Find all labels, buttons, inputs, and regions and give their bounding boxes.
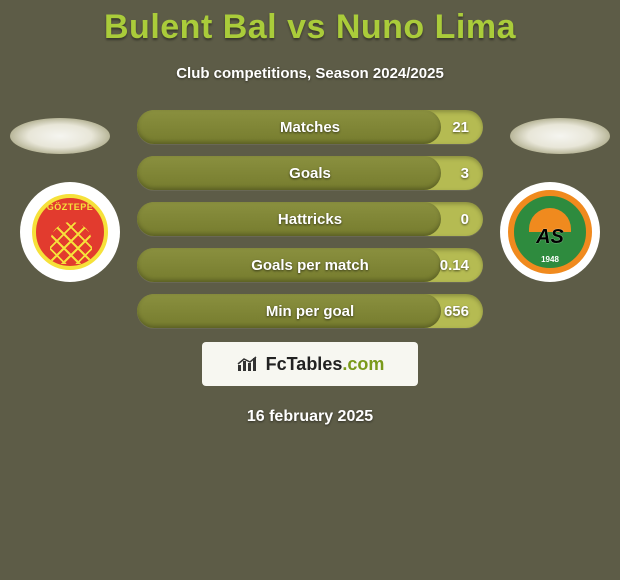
branding-box: FcTables.com	[202, 342, 418, 386]
stat-value: 656	[444, 294, 469, 328]
stat-value: 0	[461, 202, 469, 236]
left-club-badge: GÖZTEPE	[20, 182, 120, 282]
footer-date: 16 february 2025	[0, 408, 620, 426]
branding-text: FcTables.com	[266, 354, 385, 375]
subtitle: Club competitions, Season 2024/2025	[0, 65, 620, 82]
stat-row: Goals3	[137, 156, 483, 190]
comparison-panel: GÖZTEPE AS 1948 Matches21 Goals3 Hattricks…	[0, 110, 620, 426]
right-flag-ellipse	[510, 118, 610, 154]
page-title: Bulent Bal vs Nuno Lima	[0, 0, 620, 47]
branding-name: FcTables	[266, 354, 343, 374]
stat-label: Goals per match	[137, 248, 483, 282]
stat-label: Matches	[137, 110, 483, 144]
stat-row: Goals per match0.14	[137, 248, 483, 282]
branding-tld: .com	[342, 354, 384, 374]
stat-label: Goals	[137, 156, 483, 190]
goztepe-net-icon	[50, 222, 92, 264]
right-club-badge: AS 1948	[500, 182, 600, 282]
goztepe-label: GÖZTEPE	[36, 202, 104, 212]
left-flag-ellipse	[10, 118, 110, 154]
stat-value: 3	[461, 156, 469, 190]
stat-label: Min per goal	[137, 294, 483, 328]
stat-row: Matches21	[137, 110, 483, 144]
alanyaspor-crest: AS 1948	[508, 190, 592, 274]
stat-row: Hattricks0	[137, 202, 483, 236]
stats-list: Matches21 Goals3 Hattricks0 Goals per match…	[137, 110, 483, 328]
stat-label: Hattricks	[137, 202, 483, 236]
goztepe-crest: GÖZTEPE	[32, 194, 108, 270]
alanya-year-label: 1948	[541, 255, 559, 264]
stat-value: 21	[452, 110, 469, 144]
stat-row: Min per goal656	[137, 294, 483, 328]
chart-icon	[236, 355, 260, 373]
alanya-as-label: AS	[536, 226, 564, 249]
stat-value: 0.14	[440, 248, 469, 282]
